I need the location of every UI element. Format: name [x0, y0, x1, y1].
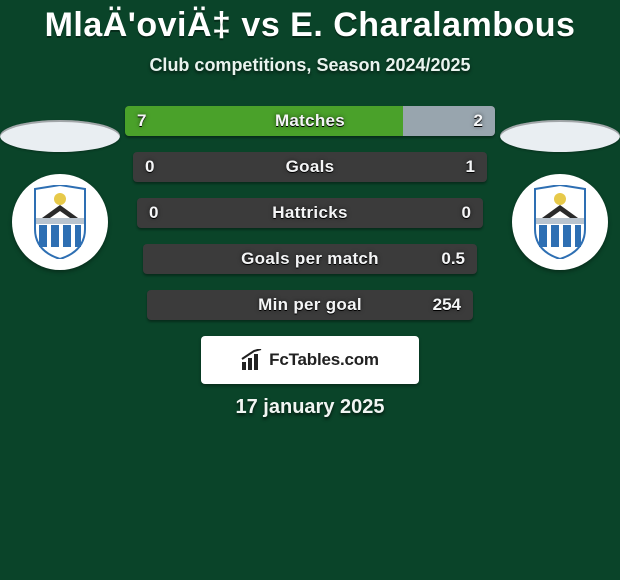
stat-value-right: 254 [421, 290, 473, 320]
stat-value-right: 2 [462, 106, 495, 136]
stat-label: Hattricks [137, 198, 483, 228]
right-player-column [500, 120, 620, 270]
stat-label: Matches [125, 106, 495, 136]
left-player-column [0, 120, 120, 270]
stat-row: Hattricks0 0 [137, 198, 483, 228]
page-root: MlaÄ'oviÄ‡ vs E. Charalambous Club compe… [0, 0, 620, 580]
stat-value-right: 0 [450, 198, 483, 228]
left-player-ellipse [0, 120, 120, 152]
stat-value-left: 7 [125, 106, 158, 136]
right-player-ellipse [500, 120, 620, 152]
brand-text: FcTables.com [269, 350, 379, 370]
stat-value-right: 1 [454, 152, 487, 182]
stat-value-left [147, 290, 171, 320]
stat-row: Goals0 1 [133, 152, 487, 182]
stat-rows: Matches72Goals01Hattricks00Goals per mat… [125, 106, 495, 320]
crest-icon [530, 185, 590, 259]
subtitle: Club competitions, Season 2024/2025 [0, 55, 620, 76]
stat-value-left: 0 [133, 152, 166, 182]
stat-value-right: 0.5 [429, 244, 477, 274]
stat-row: Goals per match0.5 [143, 244, 477, 274]
stat-label: Goals [133, 152, 487, 182]
stat-value-left [143, 244, 167, 274]
chart-icon [241, 349, 263, 371]
crest-icon [30, 185, 90, 259]
date-text: 17 january 2025 [0, 396, 620, 419]
stat-row: Matches7 2 [125, 106, 495, 136]
stat-row: Min per goal254 [147, 290, 473, 320]
stat-label: Goals per match [143, 244, 477, 274]
brand-box: FcTables.com [201, 336, 419, 384]
stat-value-left: 0 [137, 198, 170, 228]
right-club-badge [512, 174, 608, 270]
left-club-badge [12, 174, 108, 270]
page-title: MlaÄ'oviÄ‡ vs E. Charalambous [0, 6, 620, 45]
